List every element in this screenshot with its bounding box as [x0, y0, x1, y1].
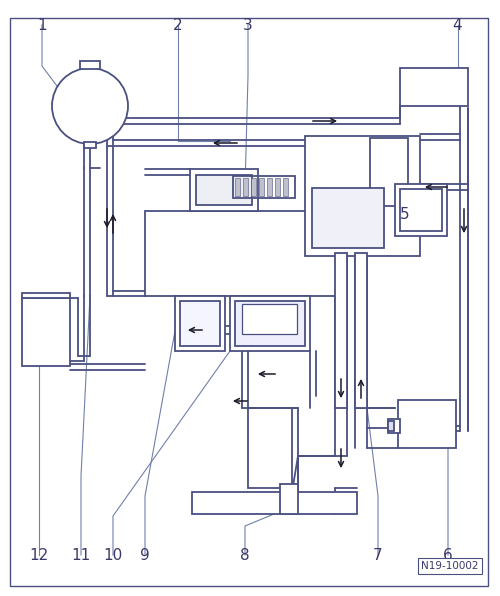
Bar [370, 138, 408, 206]
Bar [398, 400, 456, 448]
Text: 4: 4 [452, 17, 462, 33]
Bar [400, 189, 442, 231]
Bar [175, 296, 225, 351]
Bar [145, 211, 340, 296]
Text: 7: 7 [372, 548, 382, 563]
Bar [259, 178, 264, 196]
Text: 1: 1 [38, 17, 48, 33]
Bar [230, 296, 310, 351]
Bar [242, 304, 297, 334]
Bar [180, 301, 220, 346]
Text: 10: 10 [103, 548, 122, 563]
Bar [280, 484, 298, 514]
Bar [388, 419, 400, 433]
Bar [84, 142, 96, 148]
Text: N19-10002: N19-10002 [421, 561, 479, 571]
Circle shape [52, 68, 128, 144]
Text: 3: 3 [242, 17, 252, 33]
Text: 5: 5 [400, 207, 410, 222]
Bar [192, 492, 357, 514]
Text: 9: 9 [140, 548, 150, 563]
Bar [196, 175, 252, 205]
Bar [22, 293, 70, 298]
Bar [235, 178, 240, 196]
Bar [305, 136, 420, 256]
Text: 11: 11 [72, 548, 90, 563]
Text: 8: 8 [240, 548, 250, 563]
Bar [243, 178, 248, 196]
Bar [233, 176, 295, 198]
Text: 12: 12 [29, 548, 48, 563]
Bar [80, 61, 100, 69]
Bar [190, 169, 258, 211]
Bar [335, 253, 347, 408]
Bar [235, 301, 305, 346]
Bar [283, 178, 288, 196]
Bar [400, 68, 468, 106]
Text: 6: 6 [442, 548, 452, 563]
Bar [251, 178, 256, 196]
Bar [388, 421, 394, 431]
Bar [312, 188, 384, 248]
Bar [22, 298, 70, 366]
Text: 2: 2 [172, 17, 182, 33]
Bar [395, 184, 447, 236]
Bar [275, 178, 280, 196]
Bar [267, 178, 272, 196]
Bar [355, 253, 367, 408]
